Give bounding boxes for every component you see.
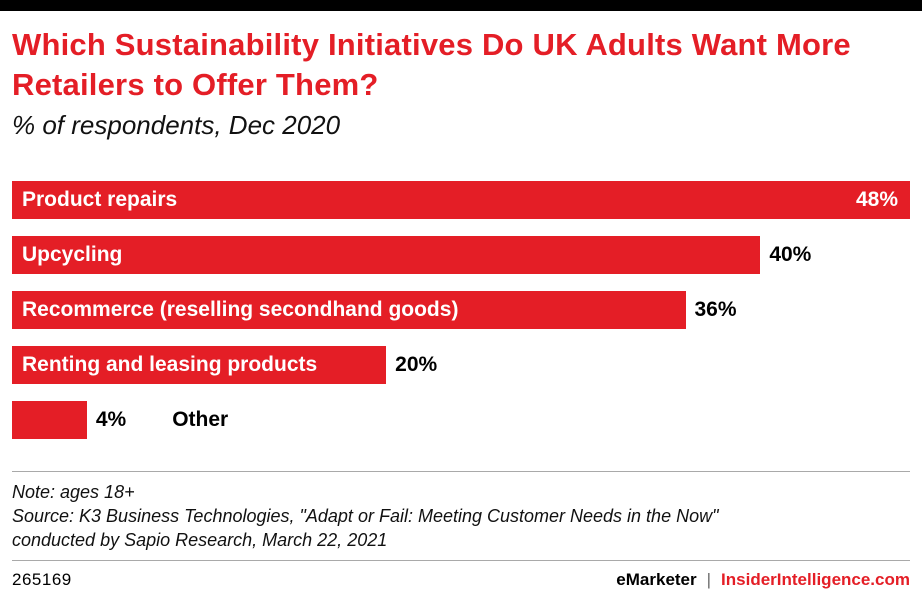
footer-branding: eMarketer | InsiderIntelligence.com xyxy=(616,570,910,590)
category-label: Renting and leasing products xyxy=(22,353,318,377)
source-line-1: Source: K3 Business Technologies, "Adapt… xyxy=(12,506,719,527)
category-label: Upcycling xyxy=(22,243,123,267)
chart-subtitle: % of respondents, Dec 2020 xyxy=(12,110,341,141)
top-black-bar xyxy=(0,0,922,11)
category-label: Recommerce (reselling secondhand goods) xyxy=(22,298,459,322)
bar-product-repairs: Product repairs 48% xyxy=(12,181,910,220)
emarketer-logo: eMarketer xyxy=(616,570,697,590)
bar-upcycling: Upcycling xyxy=(12,236,761,275)
value-label: 36% xyxy=(694,298,737,322)
insider-intelligence-link: InsiderIntelligence.com xyxy=(721,570,910,590)
bar-row: 4% Other xyxy=(12,401,910,440)
bar-row: Renting and leasing products 20% xyxy=(12,346,910,385)
bar-renting-and-leasing-products: Renting and leasing products xyxy=(12,346,387,385)
value-label: 48% xyxy=(855,188,898,212)
chart-id: 265169 xyxy=(12,570,72,590)
footer-separator: | xyxy=(706,570,712,590)
bar-other xyxy=(12,401,87,440)
bar-row: Product repairs 48% xyxy=(12,181,910,220)
value-label: 40% xyxy=(769,243,812,267)
bar-recommerce-reselling-secondhand-goods: Recommerce (reselling secondhand goods) xyxy=(12,291,686,330)
page-title: Which Sustainability Initiatives Do UK A… xyxy=(12,27,851,102)
notes-section: Note: ages 18+ Source: K3 Business Techn… xyxy=(12,471,910,552)
bar-chart: Product repairs 48% Upcycling 40% Recommerce… xyxy=(12,181,910,440)
source-line-2: conducted by Sapio Research, March 22, 2… xyxy=(12,530,388,551)
bar-row: Recommerce (reselling secondhand goods) 3… xyxy=(12,291,910,330)
category-label: Product repairs xyxy=(22,188,178,212)
value-label: 4% xyxy=(95,408,127,432)
bar-row: Upcycling 40% xyxy=(12,236,910,275)
footer-bar: 265169 eMarketer | InsiderIntelligence.c… xyxy=(12,560,910,598)
value-label: 20% xyxy=(395,353,438,377)
note-line: Note: ages 18+ xyxy=(12,482,135,503)
category-label: Other xyxy=(172,408,229,432)
chart-card: Which Sustainability Initiatives Do UK A… xyxy=(0,25,922,598)
